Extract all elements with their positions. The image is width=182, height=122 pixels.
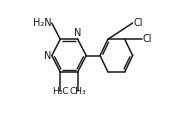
Text: CH₃: CH₃ [69,87,86,96]
Text: Cl: Cl [142,34,152,44]
Text: N: N [74,28,81,38]
Text: H₃C: H₃C [52,87,69,96]
Text: H₂N: H₂N [33,18,51,28]
Text: N: N [44,51,51,61]
Text: Cl: Cl [133,18,143,28]
